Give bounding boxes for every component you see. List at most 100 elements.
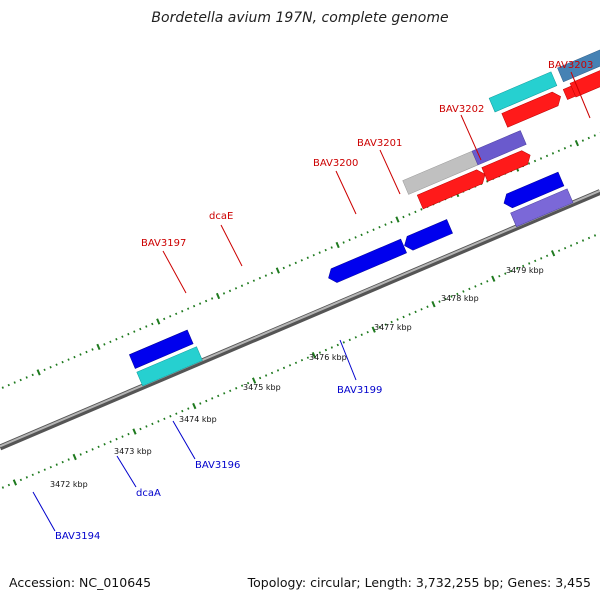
scale-tick <box>318 351 322 354</box>
scale-tick <box>354 236 357 239</box>
scale-tick <box>581 239 585 242</box>
scale-tick <box>575 241 579 245</box>
label-BAV3197[interactable]: BAV3197 <box>141 238 186 249</box>
scale-tick <box>366 330 369 334</box>
scale-tick <box>431 301 436 308</box>
scale-tick <box>587 236 591 240</box>
scale-tick <box>55 463 58 466</box>
scale-tick <box>127 332 130 336</box>
scale-tick <box>276 369 280 372</box>
scale-tick <box>420 208 423 211</box>
scale-tick <box>223 392 226 395</box>
scale-tick <box>169 315 172 318</box>
scale-tick <box>25 476 28 479</box>
scale-tick <box>217 394 220 398</box>
scale-tick <box>372 228 375 231</box>
scale-tick <box>151 322 154 326</box>
cds-reverse-BAV3196[interactable] <box>402 219 453 252</box>
scale-tick <box>55 363 58 366</box>
scale-tick <box>7 383 10 387</box>
cds-forward-3[interactable] <box>501 90 564 128</box>
cds-forward-1[interactable] <box>416 167 488 210</box>
cds-reverse-dcaA[interactable] <box>326 238 407 285</box>
label-BAV3199[interactable]: BAV3199 <box>337 385 382 396</box>
scale-tick <box>270 371 274 375</box>
scale-tick <box>43 368 46 372</box>
gene-labels: BAV3197 dcaE BAV3200 BAV3201 BAV3202 BAV… <box>32 60 593 542</box>
label-BAV3196[interactable]: BAV3196 <box>195 460 240 471</box>
scale-tick <box>545 154 549 158</box>
scale-tick <box>31 473 34 477</box>
scale-tick <box>462 290 465 293</box>
scale-tick <box>569 244 573 247</box>
cds-forward-2[interactable] <box>481 148 533 182</box>
leader-BAV3201 <box>379 149 401 195</box>
scale-tick <box>414 210 417 214</box>
scale-tick <box>175 312 178 316</box>
scale-tick <box>12 479 18 486</box>
scale-tick <box>13 381 16 384</box>
cds-reverse-3[interactable] <box>501 171 565 210</box>
gene-block-purple-1[interactable] <box>471 130 527 166</box>
gene-block-cyan-1[interactable] <box>488 71 558 113</box>
scale-tick <box>384 323 387 326</box>
scale-tick <box>306 356 310 359</box>
scale-tick <box>240 284 244 288</box>
scale-tick <box>198 302 202 305</box>
scale-tick <box>420 308 423 311</box>
scale-tick <box>557 249 561 252</box>
scale-tick <box>510 269 513 273</box>
scale-label: 3479 kbp <box>506 266 544 275</box>
cds-forward-5[interactable] <box>569 35 600 98</box>
scale-tick <box>563 146 567 150</box>
scale-tick <box>163 317 166 321</box>
scale-label: 3476 kbp <box>309 353 347 362</box>
label-dcaA[interactable]: dcaA <box>136 488 161 499</box>
label-BAV3201[interactable]: BAV3201 <box>357 138 402 149</box>
scale-tick <box>348 338 351 342</box>
scale-tick <box>330 246 333 249</box>
scale-tick <box>312 254 315 257</box>
cds-reverse-1[interactable] <box>129 329 194 369</box>
scale-tick <box>527 162 531 165</box>
scale-tick <box>19 478 23 482</box>
scale-tick <box>169 414 172 418</box>
scale-tick <box>516 267 519 270</box>
scale-tick <box>336 343 339 347</box>
scale-tick <box>264 374 268 377</box>
scale-tick <box>61 360 64 364</box>
gene-block-steelblue-1[interactable] <box>557 19 600 83</box>
scale-tick <box>468 287 471 291</box>
label-BAV3200[interactable]: BAV3200 <box>313 158 358 169</box>
scale-tick <box>324 348 328 352</box>
cds-reverse-2[interactable] <box>136 346 203 387</box>
scale-tick <box>121 435 124 438</box>
scale-tick <box>551 152 555 155</box>
label-BAV3194[interactable]: BAV3194 <box>55 531 100 542</box>
scale-tick <box>85 350 88 354</box>
scale-tick <box>187 407 190 410</box>
scale-tick <box>300 359 304 362</box>
scale-tick <box>109 440 112 443</box>
scale-tick <box>504 272 507 275</box>
scale-tick <box>79 353 82 356</box>
label-BAV3203[interactable]: BAV3203 <box>548 60 593 71</box>
scale-label: 3473 kbp <box>114 447 152 456</box>
scale-tick <box>133 330 136 333</box>
scale-tick <box>557 149 561 153</box>
label-dcaE[interactable]: dcaE <box>209 211 233 222</box>
scale-tick <box>486 280 489 283</box>
scale-tick <box>402 315 405 319</box>
scale-tick <box>229 389 232 393</box>
gene-block-purple-2[interactable] <box>510 188 574 228</box>
scale-tick <box>581 139 585 142</box>
scale-tick <box>306 256 309 260</box>
scale-tick <box>540 257 543 260</box>
scale-tick <box>264 274 268 277</box>
scale-tick <box>91 348 94 351</box>
scale-tick <box>192 304 196 308</box>
leader-BAV3194 <box>32 491 56 532</box>
scale-tick <box>145 325 148 328</box>
label-BAV3202[interactable]: BAV3202 <box>439 104 484 115</box>
